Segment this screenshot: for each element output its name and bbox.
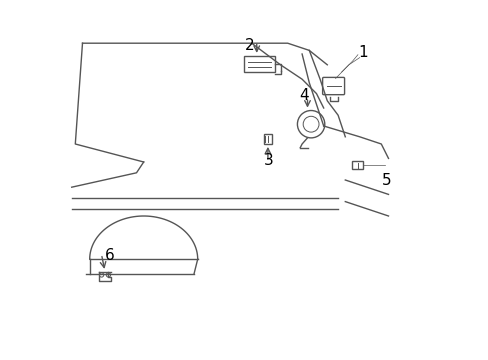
Circle shape (303, 116, 318, 132)
Text: 4: 4 (299, 88, 308, 103)
Circle shape (99, 273, 103, 277)
Text: 1: 1 (358, 45, 367, 60)
Circle shape (297, 111, 324, 138)
Bar (264, 134, 271, 144)
Text: 2: 2 (244, 37, 254, 53)
Text: 3: 3 (263, 153, 273, 168)
FancyBboxPatch shape (322, 77, 344, 95)
Bar (244, 56, 275, 72)
Text: 6: 6 (105, 248, 115, 263)
Text: 5: 5 (381, 172, 391, 188)
Bar (352, 161, 363, 169)
Circle shape (106, 273, 110, 277)
